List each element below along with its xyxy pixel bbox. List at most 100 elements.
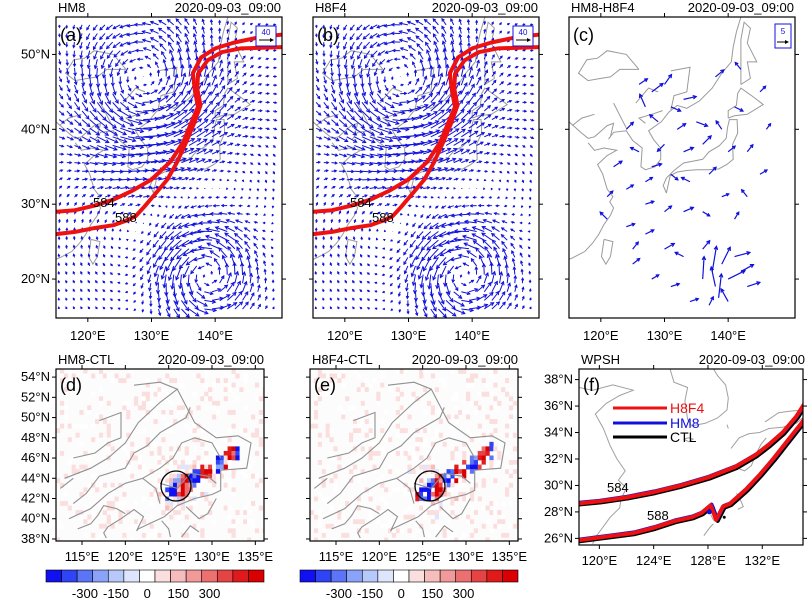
wind-vector-head — [407, 45, 412, 49]
wind-difference-vector-head — [650, 200, 655, 205]
difference-cell — [262, 387, 264, 393]
wind-vector-head — [383, 79, 387, 84]
wind-vector-head — [105, 91, 110, 97]
difference-cell — [149, 450, 154, 456]
wind-vector — [181, 157, 193, 164]
wind-vector — [323, 67, 326, 75]
wind-difference-vector-head — [734, 61, 739, 66]
difference-cell — [180, 405, 185, 411]
wind-vector — [169, 49, 175, 60]
wind-vector-head — [108, 185, 113, 190]
wind-vector — [438, 167, 448, 172]
panel-c-axes: 120°E 130°E 140°E — [565, 13, 799, 343]
wind-vector-head — [335, 145, 339, 149]
difference-cell — [243, 378, 248, 383]
wind-vector — [127, 24, 136, 27]
wind-vector-head — [426, 246, 431, 251]
difference-cell — [59, 400, 65, 406]
wind-vector — [430, 177, 439, 181]
difference-cell — [254, 478, 260, 484]
wind-vector-head — [493, 88, 498, 92]
wind-vector-head — [329, 270, 333, 274]
wind-vector — [179, 56, 182, 68]
wind-vector-head — [329, 288, 333, 292]
wind-vector-head — [114, 203, 118, 206]
difference-cell — [173, 510, 178, 515]
wind-vector-head — [455, 128, 460, 133]
difference-cell — [329, 428, 334, 434]
wind-vector-head — [136, 85, 140, 89]
wind-vector — [356, 33, 363, 40]
wind-vector-head — [403, 270, 408, 275]
wind-vector-head — [369, 25, 374, 30]
wind-vector-head — [360, 245, 363, 249]
difference-cell — [137, 519, 143, 525]
wind-vector — [438, 148, 451, 155]
difference-cell — [169, 464, 174, 470]
wind-vector-head — [93, 116, 99, 121]
wind-vector-head — [65, 235, 69, 239]
wind-vector — [196, 299, 208, 307]
x-tick-label: 140°E — [454, 328, 490, 343]
wind-vector — [453, 119, 466, 129]
wind-vector — [346, 144, 356, 150]
wind-vector-head — [151, 204, 155, 208]
wind-vector-head — [330, 227, 333, 231]
wind-vector-head — [196, 229, 202, 234]
difference-cell — [67, 369, 72, 374]
difference-cell — [188, 473, 193, 479]
wind-vector — [416, 231, 424, 239]
wind-vector-head — [162, 58, 167, 63]
wind-vector — [87, 59, 91, 69]
wind-vector — [445, 148, 458, 155]
coastline — [569, 17, 742, 171]
wind-vector-head — [466, 18, 471, 23]
wind-vector — [173, 308, 180, 318]
difference-cell — [399, 369, 404, 374]
difference-cell — [403, 405, 408, 411]
wind-vector-head — [95, 262, 98, 266]
difference-cell — [212, 400, 217, 406]
wind-vector-head — [356, 27, 360, 31]
wind-vector-head — [103, 161, 108, 166]
difference-cell — [423, 369, 428, 374]
wind-vector-head — [441, 119, 447, 124]
wind-vector-head — [510, 235, 514, 239]
difference-cell — [356, 373, 361, 379]
wind-vector-head — [345, 235, 348, 239]
wind-vector-head — [213, 83, 218, 88]
wind-vector — [350, 41, 355, 50]
wind-vector-head — [446, 290, 451, 296]
difference-cell — [231, 469, 236, 475]
wind-vector — [338, 84, 343, 95]
difference-cell — [180, 409, 185, 415]
wind-vector-head — [443, 282, 448, 288]
wind-vector-head — [266, 74, 270, 78]
wind-vector-head — [314, 262, 318, 266]
wind-vector — [190, 265, 198, 274]
wind-vector-head — [477, 275, 482, 280]
wind-vector-head — [72, 45, 76, 49]
difference-cell — [204, 455, 209, 461]
wind-vector-head — [152, 108, 157, 113]
wind-vector — [435, 222, 447, 229]
wind-vector-head — [406, 20, 411, 25]
wind-vector — [438, 109, 452, 120]
wind-vector-head — [369, 124, 374, 129]
wind-vector — [226, 272, 232, 284]
wind-vector-head — [225, 218, 230, 223]
wind-vector-head — [101, 74, 107, 79]
wind-vector — [400, 169, 413, 172]
difference-cell — [227, 382, 232, 388]
wind-vector-head — [507, 65, 512, 68]
difference-cell — [63, 373, 68, 379]
difference-cell — [110, 501, 115, 506]
wind-vector-head — [57, 262, 61, 266]
wind-vector — [97, 127, 109, 136]
difference-cell — [188, 496, 193, 502]
wind-vector-head — [315, 201, 319, 205]
wind-vector-head — [383, 41, 388, 46]
wind-difference-vector-head — [712, 166, 717, 171]
difference-cell — [508, 419, 514, 424]
wind-vector-head — [357, 64, 362, 70]
